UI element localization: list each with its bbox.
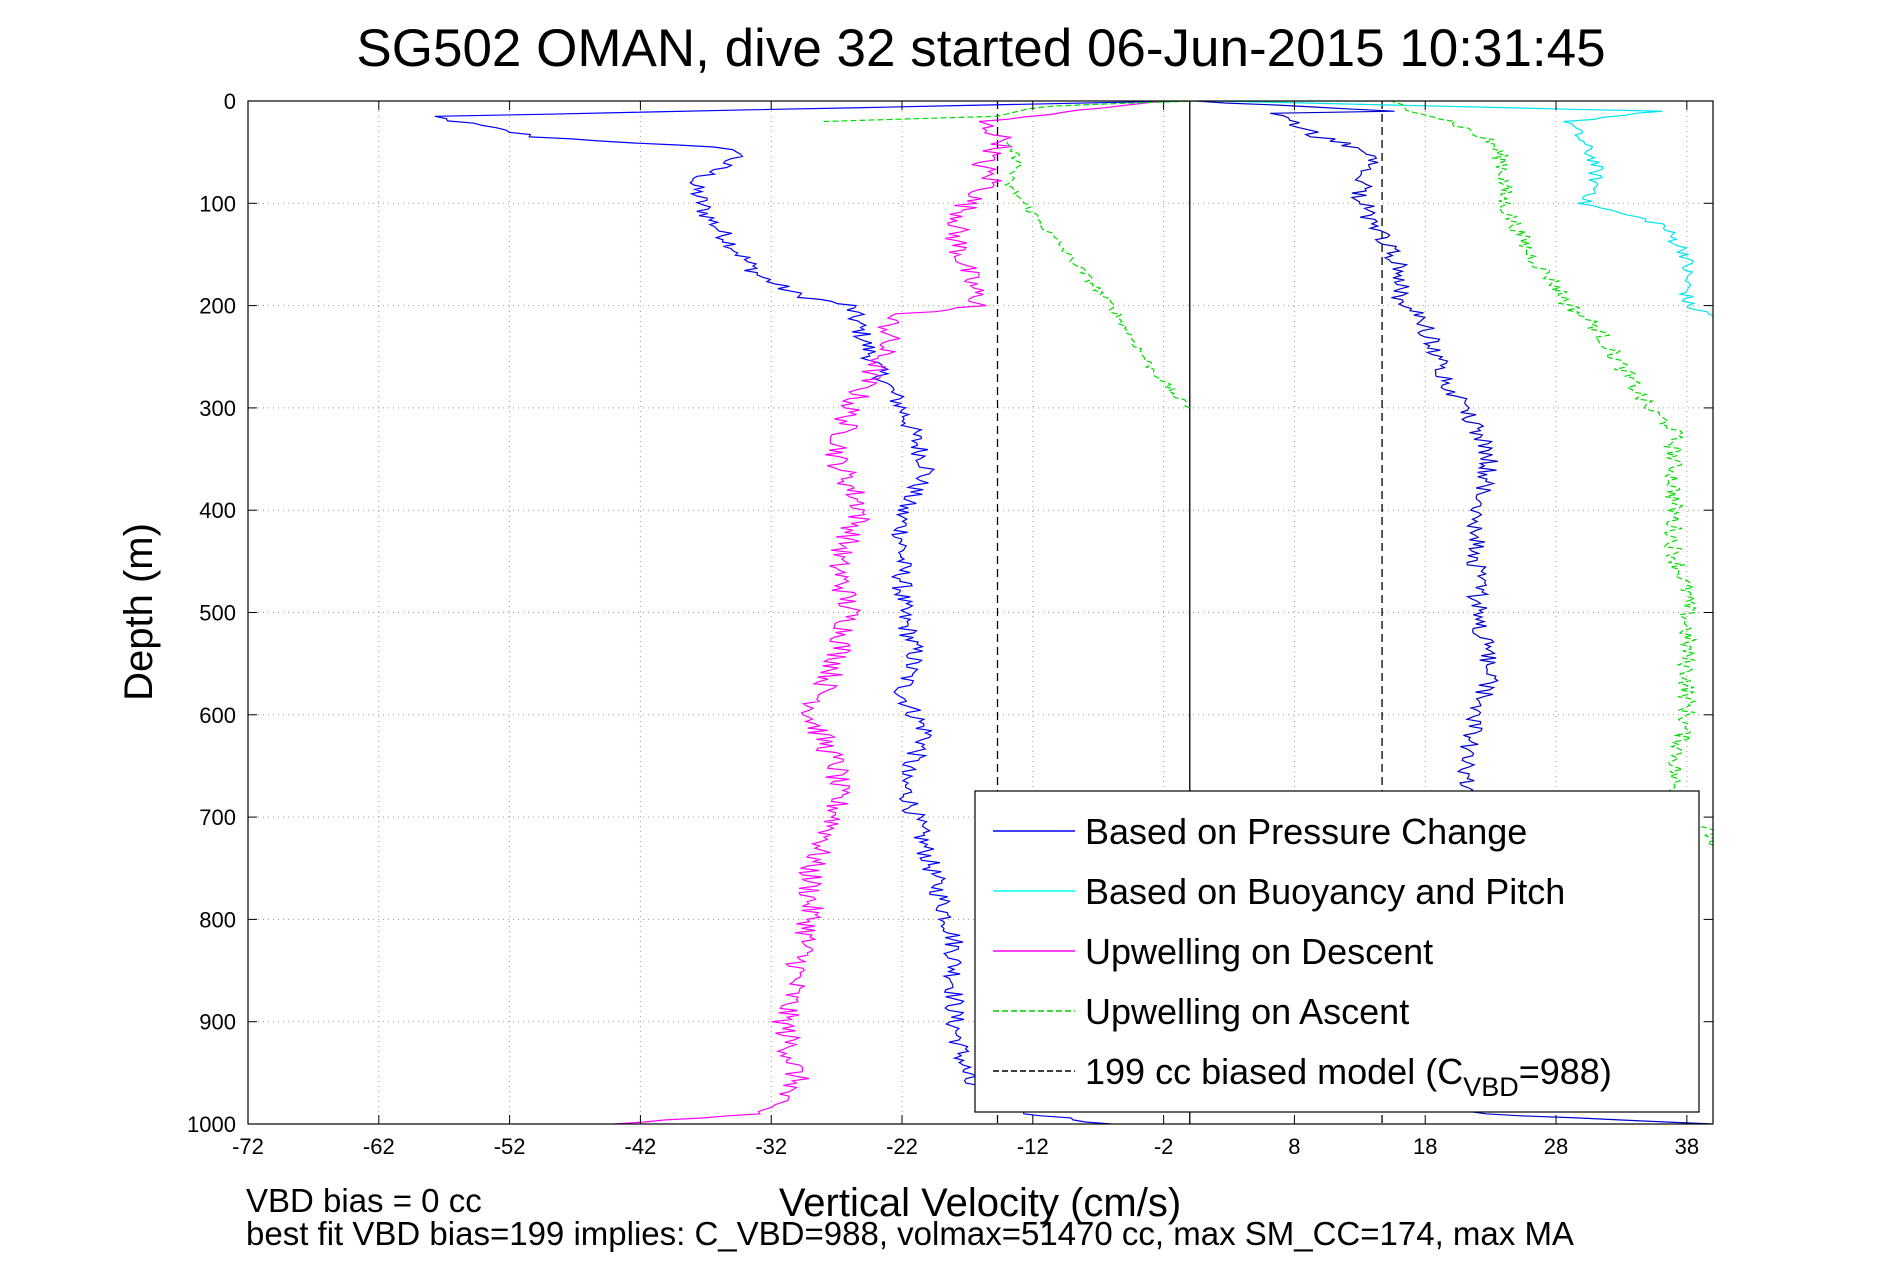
legend-label-subscript: VBD <box>1463 1072 1519 1102</box>
legend-label: Based on Buoyancy and Pitch <box>1085 871 1565 912</box>
y-tick-label: 500 <box>199 601 236 626</box>
series-upwelling-on-ascent <box>823 101 1713 858</box>
y-tick-label: 600 <box>199 703 236 728</box>
x-tick-label: -72 <box>232 1134 264 1159</box>
y-tick-label: 100 <box>199 191 236 216</box>
y-tick-label: 700 <box>199 805 236 830</box>
x-tick-label: 18 <box>1413 1134 1437 1159</box>
y-tick-label: 300 <box>199 396 236 421</box>
x-tick-label: -62 <box>363 1134 395 1159</box>
x-axis-label: Vertical Velocity (cm/s) <box>779 1181 1181 1225</box>
vbd-bias-note: VBD bias = 0 cc <box>246 1182 482 1219</box>
x-tick-label: -42 <box>625 1134 657 1159</box>
x-tick-label: 38 <box>1675 1134 1699 1159</box>
x-tick-label: -2 <box>1154 1134 1174 1159</box>
legend-label: Upwelling on Ascent <box>1085 991 1409 1032</box>
plot-frame <box>247 100 1714 1125</box>
series-based-on-buoyancy-and-pitch <box>1215 101 1713 317</box>
y-tick-label: 400 <box>199 498 236 523</box>
y-tick-label: 800 <box>199 907 236 932</box>
chart-title: SG502 OMAN, dive 32 started 06-Jun-2015 … <box>356 19 1605 78</box>
legend-label: Based on Pressure Change <box>1085 811 1527 852</box>
x-tick-label: -12 <box>1017 1134 1049 1159</box>
legend-box <box>974 790 1700 1113</box>
y-tick-label: 1000 <box>187 1112 236 1137</box>
series-upwelling-on-descent <box>614 101 1164 1124</box>
y-axis-label: Depth (m) <box>117 523 161 701</box>
legend-label-tail: =988) <box>1519 1051 1612 1092</box>
legend-label: Upwelling on Descent <box>1085 931 1433 972</box>
legend: Based on Pressure Change Based on Buoyanc… <box>974 790 1700 1113</box>
legend-label-main: 199 cc biased model (C <box>1085 1051 1463 1092</box>
axes: -72 -62 -52 -42 -32 -22 -12 -2 8 18 28 38 0 100 200 300… <box>187 89 1714 1159</box>
x-tick-label: 28 <box>1544 1134 1568 1159</box>
best-fit-note: best fit VBD bias=199 implies: C_VBD=988… <box>246 1215 1574 1252</box>
y-tick-label: 0 <box>224 89 236 114</box>
x-tick-label: -52 <box>494 1134 526 1159</box>
legend-label: 199 cc biased model (CVBD=988) <box>1085 1051 1612 1102</box>
series-based-on-pressure-change <box>434 101 1184 1124</box>
y-tick-label: 900 <box>199 1010 236 1035</box>
x-tick-label: -22 <box>886 1134 918 1159</box>
y-tick-label: 200 <box>199 294 236 319</box>
x-tick-label: 8 <box>1288 1134 1300 1159</box>
x-tick-label: -32 <box>755 1134 787 1159</box>
series-upwelling-on-ascent-descent-limb <box>1003 141 1191 409</box>
